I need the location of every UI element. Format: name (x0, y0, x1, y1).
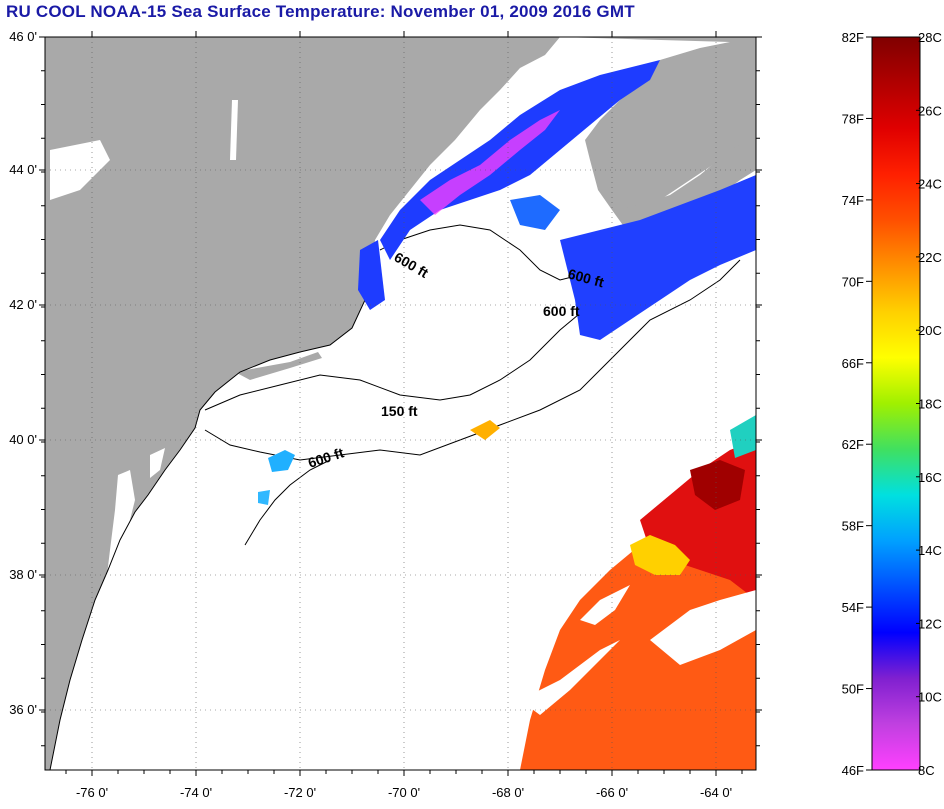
colorbar-c-label: 24C (918, 177, 942, 192)
map-title: RU COOL NOAA-15 Sea Surface Temperature:… (6, 2, 635, 21)
colorbar-f-label: 54F (842, 600, 864, 615)
graticule (45, 37, 756, 770)
colorbar-f-label: 70F (842, 274, 864, 289)
cloud-streak-1 (520, 640, 620, 715)
colorbar-c-label: 22C (918, 250, 942, 265)
colorbar-c-label: 10C (918, 690, 942, 705)
land-north-america (45, 37, 560, 770)
colorbar-f-label: 66F (842, 356, 864, 371)
longitude-axis: -76 0' -74 0' -72 0' -70 0' -68 0' -66 0' -64 … (65, 31, 743, 800)
colorbar-f-label: 62F (842, 437, 864, 452)
cloud-streak-2 (650, 590, 756, 665)
lat-label: 42 0' (9, 297, 37, 312)
colorbar-celsius-labels: 28C 26C 24C 22C 20C 18C 16C 14C 12C 10C 8C (916, 30, 942, 778)
sst-georges-bank (510, 195, 560, 230)
colorbar-c-label: 12C (918, 616, 942, 631)
colorbar-c-label: 16C (918, 470, 942, 485)
colorbar-f-label: 74F (842, 193, 864, 208)
chesapeake-bay (95, 470, 135, 700)
colorbar-c-label: 8C (918, 763, 935, 778)
lat-label: 36 0' (9, 702, 37, 717)
sst-warm-core-yellow (630, 535, 690, 575)
coastline (49, 264, 373, 770)
colorbar-c-label: 28C (918, 30, 942, 45)
colorbar-c-label: 26C (918, 103, 942, 118)
colorbar-f-label: 58F (842, 519, 864, 534)
land-nova-scotia (612, 135, 756, 230)
colorbar (871, 36, 921, 771)
lon-label: -70 0' (388, 785, 420, 800)
sst-patch-cyan (268, 450, 295, 472)
lon-label: -72 0' (284, 785, 316, 800)
contour-label: 150 ft (381, 403, 418, 419)
sst-gulf-of-maine-cold (380, 60, 660, 260)
colorbar-c-label: 14C (918, 543, 942, 558)
sst-scotian-blue (560, 175, 756, 340)
contour-label: 600 ft (543, 303, 580, 319)
sst-eddy-darkred (690, 460, 745, 510)
colorbar-fahrenheit-labels: 82F 78F 74F 70F 66F 62F 58F 54F 50F 46F (842, 30, 872, 778)
lon-label: -68 0' (492, 785, 524, 800)
cloud-streak-3 (580, 585, 630, 625)
colorbar-c-label: 18C (918, 397, 942, 412)
lat-label: 44 0' (9, 162, 37, 177)
sst-magenta-fringe (420, 110, 560, 215)
colorbar-f-label: 82F (842, 30, 864, 45)
latitude-axis: 46 0' 44 0' 42 0' 40 0' 38 0' 36 0' (9, 29, 762, 747)
sst-western-blue (358, 240, 385, 310)
colorbar-f-label: 78F (842, 111, 864, 126)
lake-champlain (230, 100, 238, 160)
colorbar-f-label: 50F (842, 682, 864, 697)
lat-label: 38 0' (9, 567, 37, 582)
sst-patch-slope (470, 420, 500, 440)
lon-label: -74 0' (180, 785, 212, 800)
lat-label: 40 0' (9, 432, 37, 447)
colorbar-f-label: 46F (842, 763, 864, 778)
sst-patch-lightblue (258, 490, 270, 505)
lat-label: 46 0' (9, 29, 37, 44)
lon-label: -64 0' (700, 785, 732, 800)
land-maritimes (560, 37, 756, 215)
map-content (45, 37, 756, 770)
colorbar-c-label: 20C (918, 323, 942, 338)
delaware-bay (150, 448, 165, 478)
map-frame (44, 36, 757, 771)
sst-shelf-cyan-edge (730, 415, 756, 458)
contour-600ft-slope (244, 459, 331, 546)
contour-150ft (204, 304, 591, 411)
land-long-island (235, 352, 322, 380)
lon-label: -76 0' (76, 785, 108, 800)
lon-label: -66 0' (596, 785, 628, 800)
